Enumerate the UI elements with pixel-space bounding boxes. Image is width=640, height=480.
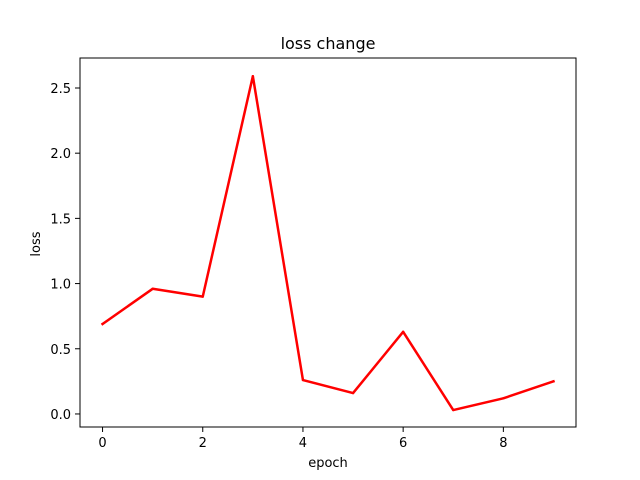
y-tick-label-3: 1.5 [50, 212, 71, 227]
axes-frame [79, 57, 577, 428]
data-point-2 [201, 295, 204, 298]
y-tick-label-0: 0.0 [50, 408, 71, 423]
plot-area: 0 2 4 6 8 0.0 0.5 1.0 1.5 2.0 2.5 [50, 57, 577, 451]
y-tick-label-1: 0.5 [50, 343, 71, 358]
x-tick-label-0: 0 [98, 436, 106, 451]
data-point-1 [151, 287, 154, 290]
data-point-7 [452, 408, 455, 412]
y-axis-label: loss [29, 231, 44, 256]
data-point-3 [251, 75, 255, 78]
y-tick-label-5: 2.5 [50, 82, 71, 97]
data-point-5 [351, 391, 355, 395]
series-line-0 [100, 75, 556, 412]
x-tick-label-2: 4 [299, 436, 307, 451]
y-tick-label-2: 1.0 [50, 278, 71, 293]
x-tick-label-4: 8 [499, 436, 507, 451]
data-point-9 [552, 380, 555, 383]
chart-title: loss change [281, 34, 376, 53]
x-tick-label-1: 2 [199, 436, 207, 451]
x-tick-label-3: 6 [399, 436, 407, 451]
data-point-8 [502, 397, 505, 400]
data-point-4 [301, 378, 305, 382]
y-tick-label-4: 2.0 [50, 147, 71, 162]
data-point-6 [401, 330, 405, 334]
data-point-0 [101, 322, 104, 326]
x-axis-label: epoch [308, 456, 348, 471]
